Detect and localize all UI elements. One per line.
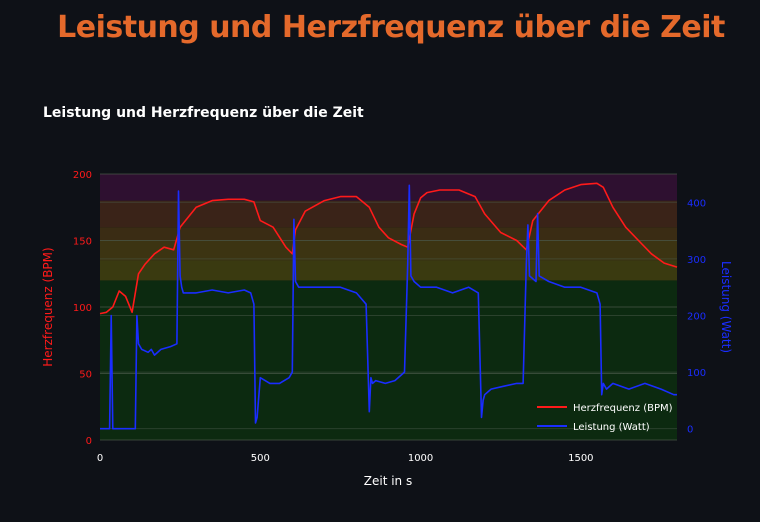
y-axis-right-title: Leistung (Watt) [719, 261, 733, 353]
series-line-power[interactable] [100, 184, 677, 430]
y-right-tick-label: 300 [687, 255, 706, 266]
hr-zone-5 [100, 174, 677, 201]
chart-subheader: Leistung und Herzfrequenz über die Zeit [43, 105, 364, 121]
legend[interactable]: Herzfrequenz (BPM) Leistung (Watt) [537, 403, 673, 433]
y-left-tick-label: 200 [73, 170, 92, 181]
legend-label-power[interactable]: Leistung (Watt) [573, 422, 650, 433]
hr-zone-0 [100, 280, 677, 440]
y-left-tick-label: 0 [86, 436, 92, 447]
hr-zone-2 [100, 240, 677, 261]
heart-rate-zones [100, 174, 677, 440]
hr-zone-3 [100, 227, 677, 241]
y-right-tick-label: 200 [687, 311, 706, 322]
y-left-tick-label: 100 [73, 303, 92, 314]
x-tick-label: 0 [97, 453, 103, 464]
x-tick-label: 1500 [568, 453, 593, 464]
legend-label-heart-rate[interactable]: Herzfrequenz (BPM) [573, 403, 673, 414]
y-axis-left-title: Herzfrequenz (BPM) [41, 247, 55, 366]
x-axis-title: Zeit in s [364, 474, 412, 488]
x-tick-label: 1000 [408, 453, 433, 464]
hr-zone-1 [100, 260, 677, 281]
y-left-tick-label: 150 [73, 237, 92, 248]
y-left-tick-label: 50 [79, 370, 92, 381]
y-right-tick-label: 400 [687, 198, 706, 209]
axis-ticks: 0 500 1000 1500 0 50 100 150 200 0 100 200 300 400 [73, 170, 706, 464]
x-tick-label: 500 [251, 453, 270, 464]
y-right-tick-label: 100 [687, 368, 706, 379]
gridlines [100, 173, 677, 441]
app-title: Leistung und Herzfrequenz über die Zeit [57, 10, 725, 45]
y-right-tick-label: 0 [687, 425, 693, 436]
series-line-heart-rate[interactable] [99, 182, 678, 315]
hr-zone-4 [100, 200, 677, 228]
chart-series[interactable] [99, 182, 678, 430]
